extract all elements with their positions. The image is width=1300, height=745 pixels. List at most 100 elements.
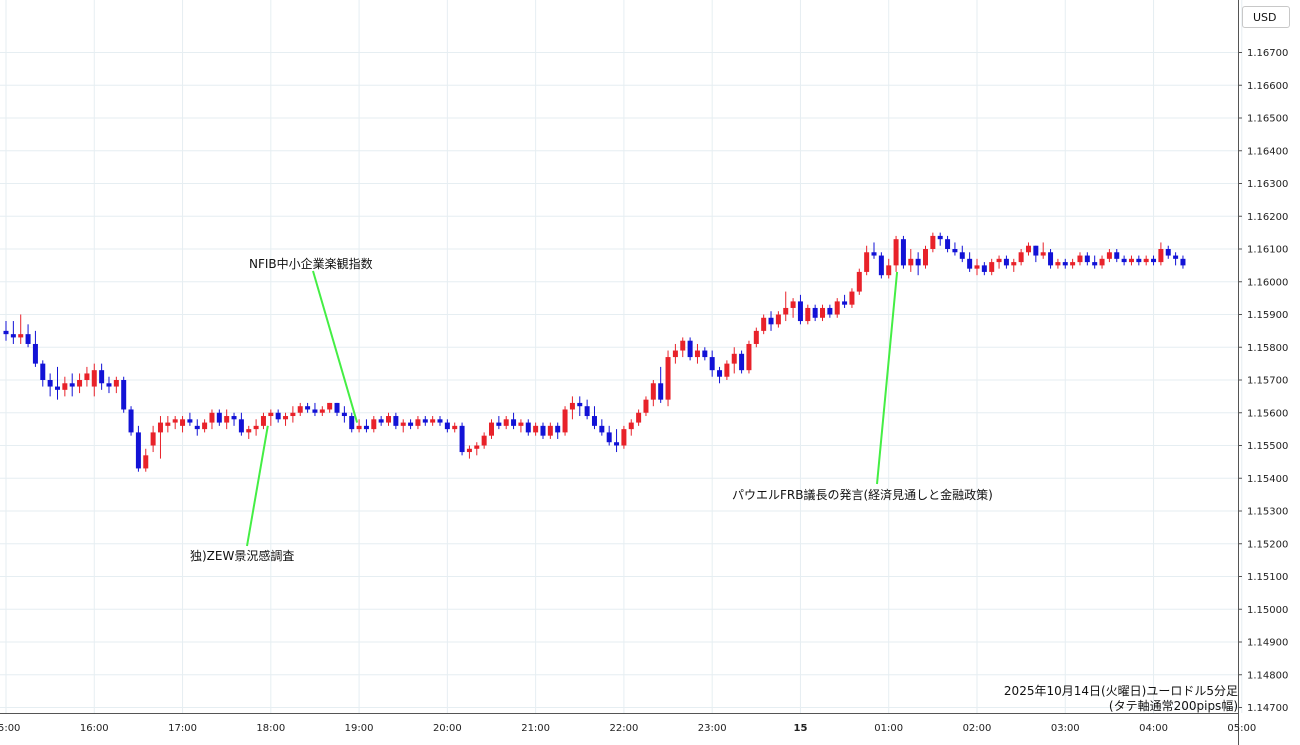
candle (356, 419, 362, 433)
y-tick-label: 1.15400 (1247, 474, 1288, 485)
candle (1033, 245, 1039, 263)
price-axis: 1.14700 1.14800 1.14900 1.15000 1.15100 1.152… (1238, 48, 1288, 714)
candle (415, 416, 421, 430)
y-tick-label: 1.15500 (1247, 441, 1288, 452)
candle (1180, 255, 1186, 269)
y-tick-label: 1.15900 (1247, 310, 1288, 321)
candle (650, 380, 656, 407)
candle (1128, 255, 1134, 266)
candle (224, 409, 230, 430)
candle (864, 245, 870, 276)
candle (69, 373, 75, 397)
candle (871, 242, 877, 259)
x-tick-label: 16:00 (80, 723, 109, 734)
candle (606, 425, 612, 446)
y-tick-label: 1.15700 (1247, 376, 1288, 387)
x-tick-label: 02:00 (963, 723, 992, 734)
candle (577, 396, 583, 417)
candle (327, 402, 333, 413)
candle (694, 343, 700, 364)
candle (1092, 255, 1098, 269)
candle (768, 311, 774, 331)
candle (915, 252, 921, 276)
y-tick-label: 1.15800 (1247, 343, 1288, 354)
candle (150, 425, 156, 453)
candle (989, 258, 995, 276)
candle (334, 402, 340, 417)
candle (665, 350, 671, 407)
candle (746, 340, 752, 374)
candle (672, 343, 678, 364)
y-tick-label: 1.15300 (1247, 507, 1288, 518)
candle (444, 419, 450, 433)
candle (761, 314, 767, 335)
candle (717, 366, 723, 384)
candle (135, 425, 141, 472)
candle (628, 419, 634, 436)
candle (1011, 258, 1017, 272)
candle (452, 422, 458, 433)
y-tick-label: 1.15600 (1247, 408, 1288, 419)
candle (422, 416, 428, 426)
y-tick-label: 1.14700 (1247, 703, 1288, 714)
candle (775, 311, 781, 328)
candle (1018, 249, 1024, 266)
candle (47, 373, 53, 397)
x-tick-label: 03:00 (1051, 723, 1080, 734)
time-axis: 15:00 16:00 17:00 18:00 19:00 20:00 21:00 22:00… (0, 723, 1256, 734)
candle (1048, 249, 1054, 269)
y-tick-label: 1.15200 (1247, 539, 1288, 550)
candle (945, 235, 951, 253)
currency-badge[interactable]: USD (1242, 6, 1290, 28)
candle (974, 258, 980, 276)
y-tick-label: 1.16300 (1247, 179, 1288, 190)
x-tick-label: 15 (793, 723, 807, 734)
candle (643, 396, 649, 417)
candle (996, 255, 1002, 269)
candle (363, 419, 369, 433)
annotation-nfib: NFIB中小企業楽観指数 (249, 256, 373, 271)
annotation-lines (246, 270, 899, 547)
candle (1151, 255, 1157, 266)
candle (3, 321, 9, 341)
candle (121, 376, 127, 413)
candle (834, 298, 840, 318)
candle (739, 350, 745, 374)
candle (1077, 252, 1083, 266)
candle (319, 406, 325, 417)
candle (1136, 255, 1142, 266)
y-tick-label: 1.16000 (1247, 277, 1288, 288)
candle (172, 416, 178, 430)
candle (584, 399, 590, 420)
candle (305, 402, 311, 413)
y-tick-label: 1.16600 (1247, 81, 1288, 92)
candle (923, 245, 928, 269)
candle (106, 376, 112, 394)
candle (658, 366, 664, 403)
x-tick-label: 21:00 (521, 723, 550, 734)
candle (1062, 258, 1068, 269)
candle (1173, 252, 1179, 266)
candle (503, 416, 509, 430)
candle (569, 396, 575, 420)
candle (466, 445, 472, 459)
annotation-line-nfib (312, 270, 359, 423)
x-tick-label: 20:00 (433, 723, 462, 734)
candle (54, 366, 60, 400)
candle (246, 425, 252, 439)
candle (562, 406, 568, 436)
y-tick-label: 1.16400 (1247, 146, 1288, 157)
candle (827, 304, 833, 318)
candle (216, 409, 222, 426)
candle (113, 376, 119, 394)
candle (636, 409, 642, 426)
candle (849, 288, 855, 308)
candle (62, 376, 68, 397)
candle (143, 448, 149, 472)
candle (724, 360, 730, 380)
candle (187, 412, 193, 426)
candle (371, 416, 377, 433)
x-tick-label: 18:00 (256, 723, 285, 734)
candle (32, 330, 38, 367)
candle (77, 373, 83, 394)
